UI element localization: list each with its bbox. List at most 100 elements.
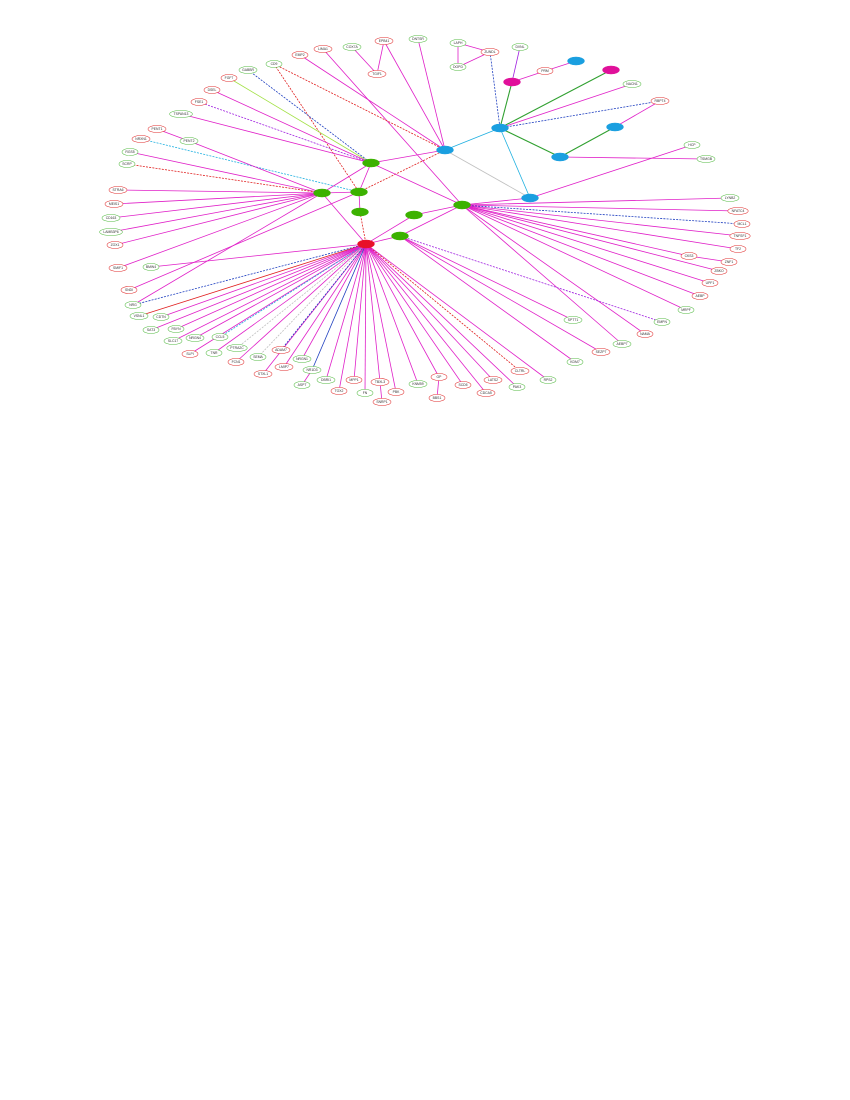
node-label: MRPF: [681, 308, 691, 312]
node-shape: [131, 135, 151, 143]
node-label: ZUNDL: [484, 50, 495, 54]
edge-l66-n_hubG6: [399, 235, 663, 323]
node-shape: [391, 231, 409, 241]
edge-l67-n_hubG7: [461, 204, 687, 311]
edge-l12-n_hubG1: [180, 113, 372, 164]
node-shape: [653, 318, 671, 326]
leaf-node-l26: NRG: [124, 301, 142, 309]
node-shape: [729, 232, 751, 240]
edge-l83-n_hubM1: [511, 46, 521, 83]
node-label: CDCA5: [480, 391, 492, 395]
node-label: PRM: [541, 69, 549, 73]
node-label: CKS3: [685, 254, 694, 258]
node-shape: [567, 56, 585, 66]
node-label: FCN1: [232, 360, 241, 364]
node-label: DVNL: [515, 45, 524, 49]
leaf-node-l24: BMW4: [142, 263, 160, 271]
edge-n_hubB2-n_hubB3: [499, 127, 531, 199]
edge-l34-n_hubR1: [219, 243, 367, 338]
node-shape: [271, 346, 291, 354]
node-label: FSE1: [195, 100, 204, 104]
leaf-node-l69: UPF1: [701, 279, 719, 287]
node-label: LAPH: [454, 41, 463, 45]
node-label: ADAM7: [275, 348, 287, 352]
node-shape: [350, 187, 368, 197]
node-label: TBXL3: [375, 380, 385, 384]
nodes-layer: EPB41 DNTSR COX7A LIMA1 EMP2 TGIF1 CD9 GABBR FGF…: [99, 35, 751, 406]
edge-l26-n_hubR1: [132, 243, 367, 306]
node-shape: [449, 39, 467, 47]
edge-l20-n_hubG2: [110, 192, 323, 219]
node-shape: [691, 292, 709, 300]
leaf-node-l42: NRGN1: [292, 355, 312, 363]
leaf-node-l5: EMP2: [291, 51, 309, 59]
leaf-node-l76: NFATC4: [727, 207, 749, 215]
edge-l35-n_hubR1: [213, 243, 367, 354]
node-shape: [293, 381, 311, 389]
edge-l80-n_hubB2: [499, 100, 661, 129]
hub-node-n_hubG7: [453, 200, 471, 210]
node-shape: [169, 110, 193, 118]
edge-n_hubG1-n_hubG3: [358, 162, 372, 193]
node-label: AEBP7: [617, 342, 628, 346]
node-shape: [483, 376, 503, 384]
node-shape: [733, 220, 751, 228]
leaf-node-l33: NRGN4: [185, 334, 205, 342]
edge-l9-n_hubG1: [228, 77, 372, 164]
edge-l46-n_hubR1: [338, 243, 367, 392]
node-label: CCL5: [216, 335, 225, 339]
edge-l81-n_hubB2: [499, 83, 633, 129]
node-label: PAK3: [513, 385, 522, 389]
node-shape: [428, 394, 446, 402]
node-label: EPB41: [379, 39, 390, 43]
node-shape: [249, 353, 267, 361]
leaf-node-l82: PRM: [536, 67, 554, 75]
node-shape: [510, 367, 530, 375]
hub-node-n_hubB1: [436, 145, 454, 155]
leaf-node-l63: SEZP7: [591, 348, 611, 356]
node-shape: [696, 155, 716, 163]
node-label: NFATC4: [732, 209, 745, 213]
edge-n_hubG1-n_hubG7: [370, 162, 463, 206]
leaf-node-l56: CDCA5: [476, 389, 496, 397]
node-label: AEBP: [695, 294, 705, 298]
leaf-node-l45: DBRI1: [316, 376, 336, 384]
edge-l77-n_hubG7: [461, 197, 731, 206]
edge-l72-n_hubG7: [461, 204, 690, 257]
node-shape: [727, 207, 749, 215]
node-shape: [372, 398, 392, 406]
node-label: CDTN: [156, 315, 166, 319]
node-shape: [476, 389, 496, 397]
node-label: MPP1: [349, 378, 358, 382]
node-label: ZOX1: [111, 243, 120, 247]
leaf-node-l30: FBYN: [167, 325, 185, 333]
node-label: TNR: [211, 351, 219, 355]
node-label: GP: [437, 375, 443, 379]
leaf-node-l53: GP: [430, 373, 448, 381]
node-shape: [99, 228, 123, 236]
node-shape: [408, 35, 428, 43]
leaf-node-l85: LAPH: [449, 39, 467, 47]
leaf-node-l46: TOX2: [330, 387, 348, 395]
node-label: MEIS1: [109, 202, 119, 206]
node-shape: [142, 326, 160, 334]
node-shape: [551, 152, 569, 162]
leaf-node-l19: MEIS1: [104, 200, 124, 208]
hub-node-n_hubR1: [357, 239, 375, 249]
node-shape: [563, 316, 583, 324]
node-shape: [612, 340, 632, 348]
node-label: PENT2: [184, 139, 195, 143]
leaf-node-l8: GABBR: [238, 66, 258, 74]
node-shape: [227, 358, 245, 366]
leaf-node-l78: TSMGB: [696, 155, 716, 163]
leaf-node-l11: FSE1: [190, 98, 208, 106]
node-shape: [142, 263, 160, 271]
edge-l79-n_hubB3: [529, 144, 693, 199]
leaf-node-l12: TSPAN13: [169, 110, 193, 118]
node-label: FN: [363, 391, 368, 395]
node-label: SCD5: [458, 383, 467, 387]
node-shape: [710, 267, 728, 275]
node-label: KDM7: [570, 360, 580, 364]
leaf-node-l17: SCRP: [118, 160, 136, 168]
